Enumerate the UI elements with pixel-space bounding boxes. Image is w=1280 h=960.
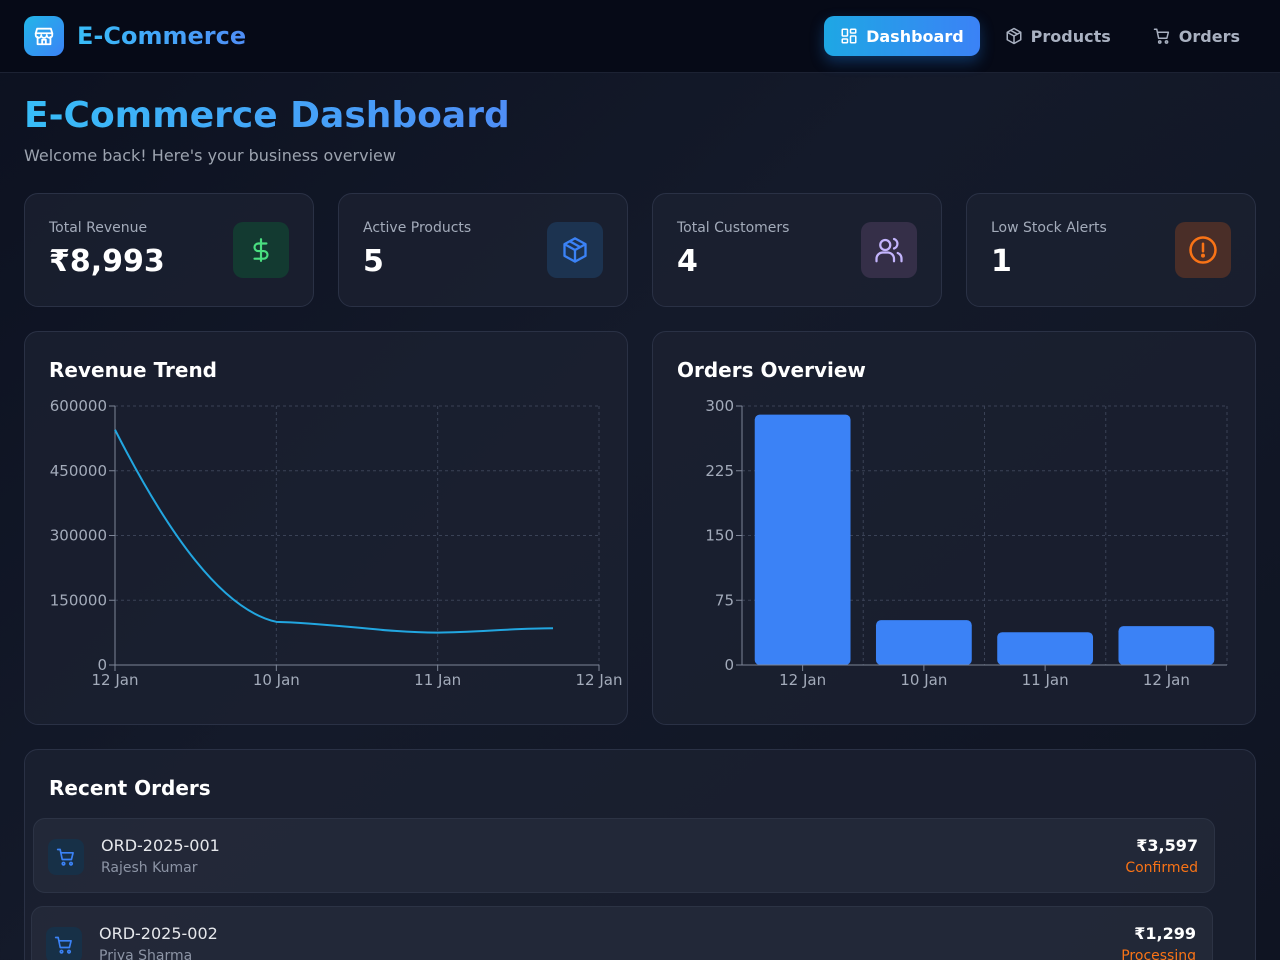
stat-card-revenue: Total Revenue ₹8,993 — [24, 193, 314, 307]
nav-dashboard[interactable]: Dashboard — [824, 16, 980, 56]
x-tick-label: 12 Jan — [779, 671, 826, 689]
stat-label: Total Customers — [677, 220, 790, 236]
stat-value: ₹8,993 — [49, 244, 165, 279]
nav-orders[interactable]: Orders — [1137, 16, 1256, 56]
x-tick-label: 10 Jan — [253, 671, 300, 689]
stat-label: Low Stock Alerts — [991, 220, 1107, 236]
orders-bar — [1118, 626, 1215, 665]
order-amount: ₹3,597 — [1136, 836, 1198, 855]
y-tick-label: 0 — [724, 656, 734, 674]
order-customer: Priya Sharma — [99, 948, 193, 960]
users-icon — [861, 222, 917, 278]
y-tick-label: 150 — [705, 527, 734, 545]
order-amount: ₹1,299 — [1134, 924, 1196, 943]
x-tick-label: 12 Jan — [92, 671, 139, 689]
x-tick-label: 12 Jan — [576, 671, 623, 689]
stat-card-customers: Total Customers 4 — [652, 193, 942, 307]
order-row[interactable]: ORD-2025-002 Priya Sharma ₹1,299 Process… — [31, 906, 1213, 960]
store-icon — [24, 16, 64, 56]
stat-value: 5 — [363, 244, 384, 279]
stat-label: Active Products — [363, 220, 472, 236]
nav-products-label: Products — [1030, 26, 1111, 46]
orders-chart-card: Orders Overview 0 75 150 225 300 12 Jan 10 Jan… — [652, 331, 1256, 725]
stat-value: 1 — [991, 244, 1012, 279]
brand-name: E-Commerce — [77, 22, 247, 50]
y-tick-label: 0 — [97, 656, 107, 674]
y-tick-label: 225 — [705, 462, 734, 480]
order-status: Processing — [1121, 948, 1196, 960]
revenue-series-line — [114, 429, 554, 634]
recent-orders-card: Recent Orders ORD-2025-001 Rajesh Kumar … — [24, 749, 1256, 960]
dashboard-icon — [841, 28, 857, 44]
package-icon — [1006, 27, 1022, 45]
orders-bar — [997, 632, 1094, 665]
orders-chart: 0 75 150 225 300 12 Jan 10 Jan 11 Jan 12 Jan — [705, 397, 1228, 689]
y-tick-label: 300 — [705, 397, 734, 415]
page-subtitle: Welcome back! Here's your business overv… — [24, 146, 396, 165]
revenue-chart-card: Revenue Trend 0 150000 300000 450000 600000 1… — [24, 331, 628, 725]
stat-value: 4 — [677, 244, 698, 279]
order-row[interactable]: ORD-2025-001 Rajesh Kumar ₹3,597 Confirm… — [33, 818, 1215, 893]
y-tick-label: 150000 — [50, 591, 107, 609]
stat-card-products: Active Products 5 — [338, 193, 628, 307]
y-tick-label: 600000 — [50, 397, 107, 415]
cart-icon — [1153, 28, 1169, 44]
cart-icon — [48, 839, 84, 875]
order-id: ORD-2025-002 — [99, 924, 218, 943]
x-tick-label: 10 Jan — [900, 671, 947, 689]
y-tick-label: 75 — [715, 591, 734, 609]
y-tick-label: 450000 — [50, 462, 107, 480]
orders-bar — [754, 414, 851, 665]
chart-title: Orders Overview — [677, 358, 866, 382]
revenue-chart: 0 150000 300000 450000 600000 12 Jan 10 Jan 11 … — [50, 397, 623, 689]
page-title: E-Commerce Dashboard — [24, 95, 510, 136]
brand[interactable]: E-Commerce — [24, 16, 246, 56]
x-tick-label: 11 Jan — [1022, 671, 1069, 689]
top-navbar: E-Commerce Dashboard Products Orders — [0, 0, 1280, 73]
recent-orders-title: Recent Orders — [49, 776, 211, 800]
orders-bar — [875, 620, 972, 665]
stat-label: Total Revenue — [49, 220, 148, 236]
package-icon — [547, 222, 603, 278]
nav-orders-label: Orders — [1178, 26, 1240, 46]
alert-icon — [1175, 222, 1231, 278]
stat-card-low-stock: Low Stock Alerts 1 — [966, 193, 1256, 307]
nav-dashboard-label: Dashboard — [866, 26, 964, 46]
order-id: ORD-2025-001 — [101, 836, 220, 855]
y-tick-label: 300000 — [50, 527, 107, 545]
dollar-icon — [233, 222, 289, 278]
cart-icon — [46, 927, 82, 960]
main-nav: Dashboard Products Orders — [824, 16, 1256, 56]
x-tick-label: 12 Jan — [1143, 671, 1190, 689]
chart-title: Revenue Trend — [49, 358, 217, 382]
order-customer: Rajesh Kumar — [101, 860, 198, 876]
nav-products[interactable]: Products — [989, 16, 1127, 56]
x-tick-label: 11 Jan — [414, 671, 461, 689]
order-status: Confirmed — [1125, 860, 1198, 876]
